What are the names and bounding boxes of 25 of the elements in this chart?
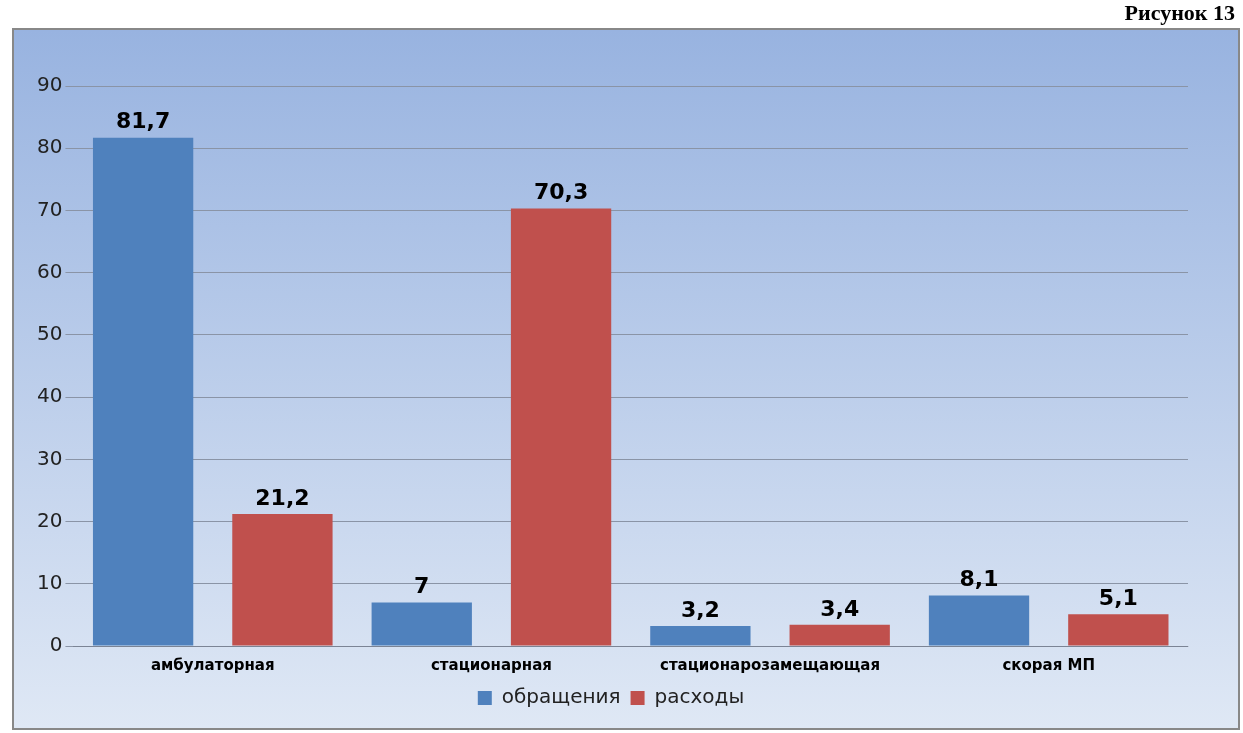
data-label: 8,1 bbox=[959, 566, 999, 592]
data-label: 5,1 bbox=[1098, 584, 1138, 610]
data-label: 7 bbox=[414, 573, 430, 599]
data-label: 21,2 bbox=[255, 484, 310, 510]
y-tick-label: 50 bbox=[37, 321, 63, 346]
y-tick-label: 80 bbox=[37, 134, 63, 159]
x-tick-label: скорая МП bbox=[1002, 655, 1095, 674]
y-tick-label: 10 bbox=[37, 569, 63, 594]
y-tick-label: 40 bbox=[37, 383, 63, 408]
y-tick-label: 30 bbox=[37, 445, 63, 470]
y-tick-label: 70 bbox=[37, 196, 63, 221]
data-label: 70,3 bbox=[533, 179, 589, 205]
y-tick-label: 90 bbox=[37, 72, 63, 97]
y-tick-label: 20 bbox=[37, 507, 63, 532]
y-tick-label: 0 bbox=[49, 632, 63, 657]
data-label: 81,7 bbox=[115, 108, 171, 134]
x-tick-label: стационарная bbox=[430, 655, 552, 674]
legend-label: расходы bbox=[654, 684, 745, 709]
legend-label: обращения bbox=[501, 684, 621, 709]
data-label: 3,2 bbox=[680, 596, 720, 622]
y-tick-label: 60 bbox=[37, 258, 63, 283]
x-tick-label: стационарозамещающая bbox=[660, 655, 881, 674]
x-tick-label: амбулаторная bbox=[150, 655, 275, 674]
text: Рисунок 13 bbox=[1124, 0, 1235, 26]
data-label: 3,4 bbox=[820, 595, 860, 621]
